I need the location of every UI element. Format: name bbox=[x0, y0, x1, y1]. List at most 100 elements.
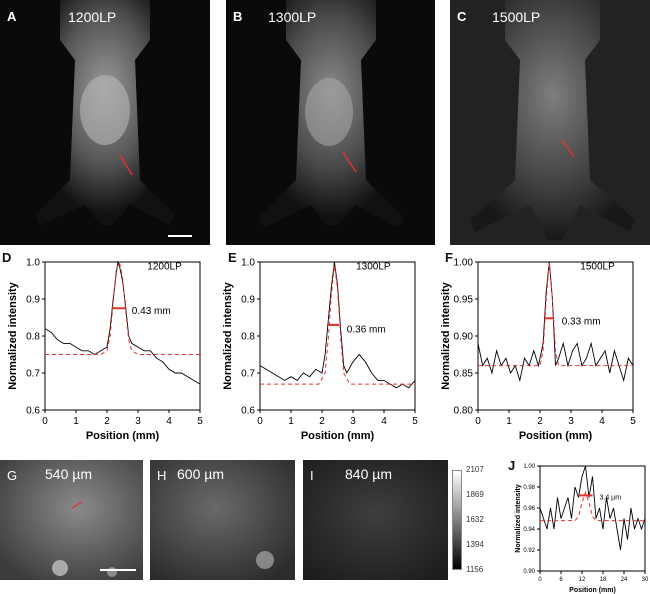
plot-letter-f: F bbox=[445, 250, 453, 265]
colorbar: 2107 1869 1632 1394 1156 bbox=[452, 465, 502, 574]
y-axis-label: Normalized intensity bbox=[222, 281, 234, 389]
panel-title-b: 1300LP bbox=[268, 9, 317, 25]
mouse-image-a bbox=[35, 0, 192, 237]
x-axis-label: Position (mm) bbox=[569, 587, 616, 594]
panel-letter-b: B bbox=[233, 9, 243, 24]
x-tick-label: 0 bbox=[257, 416, 263, 427]
x-tick-label: 2 bbox=[104, 416, 110, 427]
fit-line bbox=[540, 490, 645, 522]
y-tick-label: 1.00 bbox=[454, 257, 474, 268]
depth-letter-g: G bbox=[7, 468, 18, 483]
x-axis-label: Position (mm) bbox=[519, 430, 593, 442]
depth-panel-g: G 540 µm bbox=[0, 460, 143, 580]
x-tick-label: 1 bbox=[73, 416, 79, 427]
plot-condition-label: 1200LP bbox=[147, 261, 182, 272]
x-tick-label: 4 bbox=[599, 416, 605, 427]
y-axis-label: Normalized intensity bbox=[440, 281, 452, 389]
y-tick-label: 1.0 bbox=[26, 257, 40, 268]
profile-line bbox=[477, 261, 634, 383]
profile-line bbox=[259, 261, 416, 389]
x-tick-label: 2 bbox=[537, 416, 543, 427]
mouse-panel-c: C 1500LP bbox=[450, 0, 650, 245]
x-tick-label: 6 bbox=[559, 577, 563, 583]
y-tick-label: 0.6 bbox=[26, 405, 40, 416]
y-tick-label: 0.8 bbox=[241, 331, 255, 342]
mouse-panel-b: B 1300LP bbox=[226, 0, 435, 245]
x-tick-label: 0 bbox=[475, 416, 481, 427]
panel-title-c: 1500LP bbox=[492, 9, 541, 25]
y-tick-label: 0.7 bbox=[241, 368, 255, 379]
y-tick-label: 0.8 bbox=[26, 331, 40, 342]
depth-title-h: 600 µm bbox=[177, 466, 224, 482]
x-tick-label: 4 bbox=[381, 416, 387, 427]
fwhm-label: 0.43 mm bbox=[132, 306, 171, 317]
profile-plot-f: 0 1 2 3 4 5 0.80 0.85 0.90 0.95 1.00 Position (mm) N… bbox=[440, 257, 636, 442]
plot-frame bbox=[477, 261, 634, 411]
mouse-image-b bbox=[258, 0, 404, 228]
colorbar-tick-label: 1632 bbox=[466, 515, 484, 524]
x-axis-label: Position (mm) bbox=[86, 430, 160, 442]
panel-letter-a: A bbox=[7, 9, 17, 24]
y-tick-label: 0.95 bbox=[454, 294, 474, 305]
colorbar-tick-label: 1394 bbox=[466, 540, 484, 549]
fit-line bbox=[478, 261, 633, 367]
x-tick-label: 30 bbox=[642, 577, 649, 583]
mouse-image-c bbox=[450, 0, 650, 245]
panel-title-a: 1200LP bbox=[68, 9, 117, 25]
colorbar-gradient bbox=[452, 470, 462, 570]
x-tick-label: 4 bbox=[166, 416, 172, 427]
depth-image-h bbox=[150, 460, 295, 580]
depth-panel-h: H 600 µm bbox=[150, 460, 295, 580]
x-axis-label: Position (mm) bbox=[301, 430, 375, 442]
x-tick-label: 12 bbox=[579, 577, 586, 583]
depth-image-i bbox=[303, 460, 448, 580]
y-tick-label: 0.6 bbox=[241, 405, 255, 416]
y-tick-label: 1.0 bbox=[241, 257, 255, 268]
y-tick-label: 0.94 bbox=[523, 527, 535, 533]
y-tick-label: 0.92 bbox=[523, 548, 535, 554]
colorbar-tick-label: 2107 bbox=[466, 465, 484, 474]
y-tick-label: 0.7 bbox=[26, 368, 40, 379]
depth-title-i: 840 µm bbox=[345, 466, 392, 482]
fwhm-label: 0.36 mm bbox=[347, 325, 386, 336]
x-tick-label: 5 bbox=[630, 416, 636, 427]
x-tick-label: 1 bbox=[506, 416, 512, 427]
fwhm-label: 0.33 mm bbox=[562, 316, 601, 327]
panel-letter-c: C bbox=[457, 9, 467, 24]
profile-plot-j: 0 6 12 18 24 30 0.90 0.92 0.94 0.96 0.98 1.00 Positi… bbox=[515, 464, 649, 594]
depth-panel-i: I 840 µm bbox=[303, 460, 448, 580]
plot-condition-label: 1500LP bbox=[580, 261, 615, 272]
x-tick-label: 0 bbox=[42, 416, 48, 427]
profile-line bbox=[44, 260, 201, 385]
y-tick-label: 0.80 bbox=[454, 405, 474, 416]
y-axis-label: Normalized intensity bbox=[515, 484, 522, 553]
y-tick-label: 0.9 bbox=[241, 294, 255, 305]
x-tick-label: 1 bbox=[288, 416, 294, 427]
plot-letter-d: D bbox=[2, 250, 12, 265]
plot-letter-j: J bbox=[508, 458, 516, 473]
plot-letter-e: E bbox=[228, 250, 237, 265]
depth-letter-i: I bbox=[310, 468, 314, 483]
y-tick-label: 0.90 bbox=[454, 331, 474, 342]
x-tick-label: 0 bbox=[538, 577, 542, 583]
y-tick-label: 0.90 bbox=[523, 569, 535, 575]
fwhm-label: 3.4 µm bbox=[600, 494, 622, 501]
colorbar-tick-label: 1156 bbox=[466, 565, 484, 574]
depth-title-g: 540 µm bbox=[45, 466, 92, 482]
x-tick-label: 3 bbox=[135, 416, 141, 427]
x-tick-label: 2 bbox=[319, 416, 325, 427]
y-tick-label: 0.85 bbox=[454, 368, 474, 379]
y-tick-label: 1.00 bbox=[523, 464, 535, 470]
profile-plot-e: 0 1 2 3 4 5 0.6 0.7 0.8 0.9 1.0 Position (mm) Normal… bbox=[222, 257, 418, 442]
mouse-panel-a: A 1200LP bbox=[0, 0, 210, 245]
x-tick-label: 3 bbox=[350, 416, 356, 427]
depth-letter-h: H bbox=[157, 468, 167, 483]
depth-image-g bbox=[0, 460, 143, 580]
x-tick-label: 5 bbox=[412, 416, 418, 427]
y-tick-label: 0.96 bbox=[523, 506, 535, 512]
y-tick-label: 0.9 bbox=[26, 294, 40, 305]
x-tick-label: 3 bbox=[568, 416, 574, 427]
y-tick-label: 0.98 bbox=[523, 485, 535, 491]
profile-line bbox=[539, 465, 646, 551]
profile-plot-d: 0 1 2 3 4 5 0.6 0.7 0.8 0.9 1.0 Position (mm) Normal… bbox=[7, 257, 203, 442]
